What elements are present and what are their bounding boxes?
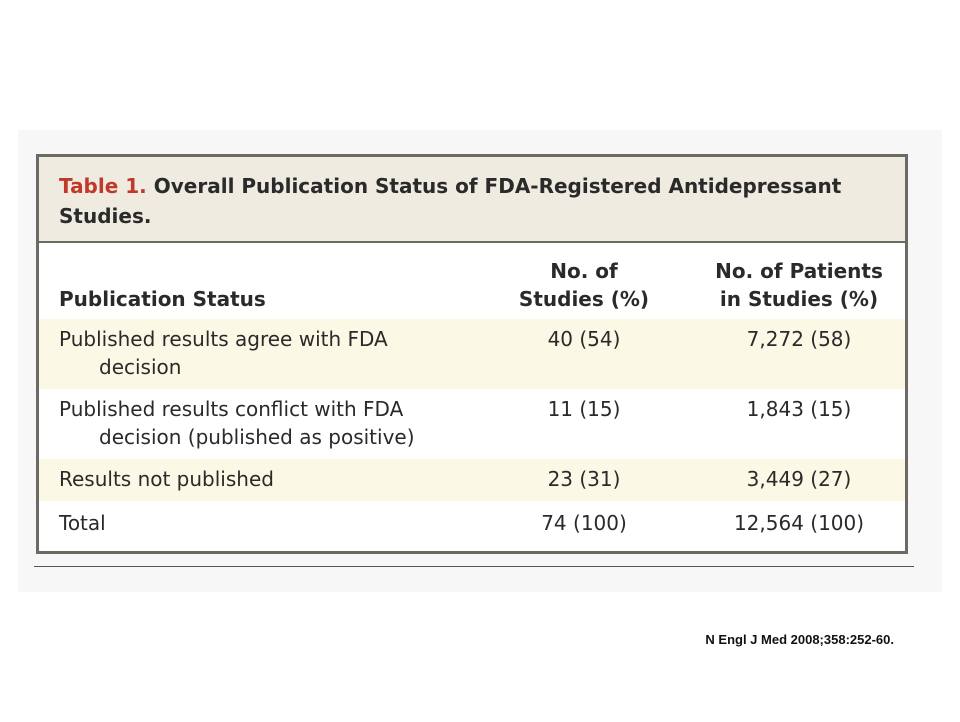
table-title-label: Table 1. — [59, 174, 147, 198]
row-label: Results not published — [59, 465, 479, 493]
row-patients-value: 12,564 (100) — [733, 511, 865, 535]
header-studies-line2: Studies (%) — [518, 287, 650, 311]
table-row-total: Total 74 (100) 12,564 (100) — [39, 503, 905, 545]
row-label-line1: Results not published — [59, 467, 274, 491]
row-label-line2: decision — [99, 355, 182, 379]
table-row: Results not published 23 (31) 3,449 (27) — [39, 459, 905, 501]
header-patients-line2: in Studies (%) — [719, 287, 879, 311]
citation: N Engl J Med 2008;358:252-60. — [705, 632, 894, 647]
bottom-rule — [34, 566, 914, 567]
publication-status-table: Table 1. Overall Publication Status of F… — [36, 154, 908, 554]
row-patients-value: 7,272 (58) — [746, 327, 852, 351]
row-label-line2: decision (published as positive) — [99, 425, 415, 449]
row-studies-value: 74 (100) — [541, 511, 627, 535]
row-studies-value: 40 (54) — [547, 327, 621, 351]
header-studies: No. of Studies (%) — [509, 257, 659, 313]
row-patients-value: 3,449 (27) — [746, 467, 852, 491]
table-title: Table 1. Overall Publication Status of F… — [39, 157, 905, 243]
row-studies-value: 11 (15) — [547, 397, 621, 421]
table-row: Published results agree with FDA decisio… — [39, 319, 905, 389]
row-label-line1: Published results conflict with FDA — [59, 397, 404, 421]
row-patients-value: 1,843 (15) — [746, 397, 852, 421]
table-title-text: Overall Publication Status of FDA-Regist… — [59, 174, 842, 228]
row-label-line1: Total — [59, 511, 106, 535]
table-row: Published results conflict with FDA deci… — [39, 389, 905, 459]
header-patients: No. of Patients in Studies (%) — [709, 257, 889, 313]
row-label: Total — [59, 509, 479, 537]
row-label: Published results conflict with FDA deci… — [59, 395, 479, 451]
row-studies-value: 23 (31) — [547, 467, 621, 491]
row-label-line1: Published results agree with FDA — [59, 327, 388, 351]
header-studies-line1: No. of — [550, 259, 618, 283]
header-publication-status: Publication Status — [59, 287, 266, 311]
header-patients-line1: No. of Patients — [715, 259, 883, 283]
row-label: Published results agree with FDA decisio… — [59, 325, 479, 381]
